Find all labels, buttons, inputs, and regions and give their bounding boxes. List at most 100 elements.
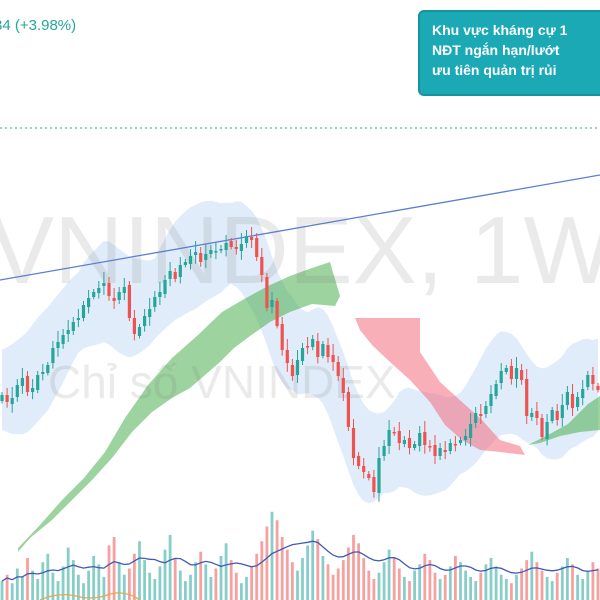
candle bbox=[224, 235, 228, 257]
volume-bar bbox=[82, 583, 85, 600]
candle bbox=[255, 233, 259, 261]
volume-bar bbox=[296, 570, 299, 600]
candle bbox=[132, 310, 136, 341]
candle bbox=[479, 404, 483, 424]
candle bbox=[15, 379, 19, 402]
volume-bar bbox=[382, 562, 386, 600]
volume-bar bbox=[545, 576, 549, 600]
candle bbox=[81, 301, 86, 322]
volume-bar bbox=[15, 568, 19, 600]
volume-bar bbox=[530, 551, 534, 600]
candle bbox=[275, 298, 279, 329]
candle bbox=[550, 407, 554, 424]
candle bbox=[362, 458, 366, 479]
volume-bar bbox=[46, 553, 50, 600]
candle bbox=[346, 387, 350, 431]
volume-bar bbox=[245, 576, 248, 600]
candle bbox=[158, 282, 162, 305]
candle bbox=[87, 290, 91, 314]
volume-bar bbox=[555, 572, 559, 600]
candle bbox=[209, 245, 213, 258]
volume-bar bbox=[520, 568, 523, 600]
volume-bar bbox=[591, 562, 595, 600]
volume-bar bbox=[219, 555, 223, 600]
volume-bar bbox=[178, 570, 182, 600]
volume-bar bbox=[92, 555, 96, 600]
volume-bars-layer bbox=[0, 511, 600, 600]
volume-bar bbox=[494, 566, 498, 600]
volume-bar bbox=[209, 576, 213, 600]
volume-bar bbox=[311, 530, 315, 600]
volume-bar bbox=[36, 579, 40, 600]
candle bbox=[194, 241, 198, 264]
volume-bar bbox=[128, 568, 131, 600]
candle bbox=[474, 407, 478, 428]
volume-bar bbox=[321, 555, 325, 600]
annotation-callout[interactable]: Khu vực kháng cự 1 NĐT ngắn hạn/lướt ưu … bbox=[418, 10, 600, 96]
volume-bar bbox=[107, 545, 111, 600]
volume-bar bbox=[291, 562, 294, 600]
candle bbox=[250, 227, 254, 248]
candle bbox=[316, 333, 320, 364]
volume-bar bbox=[403, 576, 406, 600]
candle bbox=[148, 298, 152, 326]
watermark-symbol: VNINDEX, 1W bbox=[0, 197, 600, 304]
candle bbox=[178, 257, 182, 284]
candle bbox=[153, 291, 157, 312]
volume-bar bbox=[173, 558, 177, 600]
price-change-text: 34 (+3.98%) bbox=[0, 17, 76, 34]
volume-bar bbox=[510, 583, 513, 600]
volume-bar bbox=[484, 564, 488, 600]
volume-bar bbox=[336, 568, 340, 600]
volume-bar bbox=[204, 564, 208, 600]
volume-bar bbox=[515, 574, 518, 600]
candle bbox=[234, 240, 238, 255]
candle bbox=[46, 362, 50, 376]
volume-bar bbox=[362, 558, 366, 600]
candle bbox=[591, 367, 595, 391]
candle bbox=[295, 350, 300, 383]
volume-bar bbox=[550, 581, 554, 600]
volume-bar bbox=[31, 570, 34, 600]
candle bbox=[61, 329, 65, 349]
candle bbox=[270, 292, 274, 314]
candle bbox=[265, 273, 269, 312]
volume-bar bbox=[5, 574, 9, 600]
candle bbox=[280, 317, 284, 356]
volume-bar bbox=[576, 574, 579, 600]
volume-bar bbox=[499, 574, 503, 600]
volume-bar bbox=[489, 558, 493, 600]
volume-bar bbox=[163, 549, 167, 600]
resistance-trendline[interactable] bbox=[0, 174, 600, 281]
candle bbox=[331, 344, 335, 371]
volume-bar bbox=[566, 558, 569, 600]
volume-bar bbox=[153, 579, 157, 600]
candle bbox=[494, 380, 498, 400]
volume-bar bbox=[194, 562, 197, 600]
candle bbox=[92, 289, 96, 300]
candle bbox=[428, 440, 432, 452]
cloud-bearish-segment-1 bbox=[355, 318, 525, 455]
candle bbox=[438, 443, 442, 460]
volume-bar bbox=[581, 579, 585, 600]
volume-bar bbox=[438, 579, 442, 600]
candle bbox=[464, 429, 468, 446]
volume-bar bbox=[138, 541, 141, 600]
volume-bar bbox=[341, 560, 345, 600]
volume-bar bbox=[397, 568, 401, 600]
volume-bar bbox=[214, 568, 218, 600]
candle bbox=[458, 437, 463, 446]
candle bbox=[341, 368, 345, 401]
candle bbox=[31, 379, 35, 400]
volume-bar bbox=[479, 572, 483, 600]
candle bbox=[530, 408, 534, 421]
candle bbox=[443, 441, 447, 460]
candle bbox=[260, 248, 264, 283]
candle bbox=[0, 392, 4, 404]
candle bbox=[423, 421, 427, 454]
volume-bar bbox=[326, 564, 330, 600]
volume-bar bbox=[158, 566, 162, 600]
candle bbox=[107, 277, 111, 301]
candle bbox=[41, 364, 45, 381]
